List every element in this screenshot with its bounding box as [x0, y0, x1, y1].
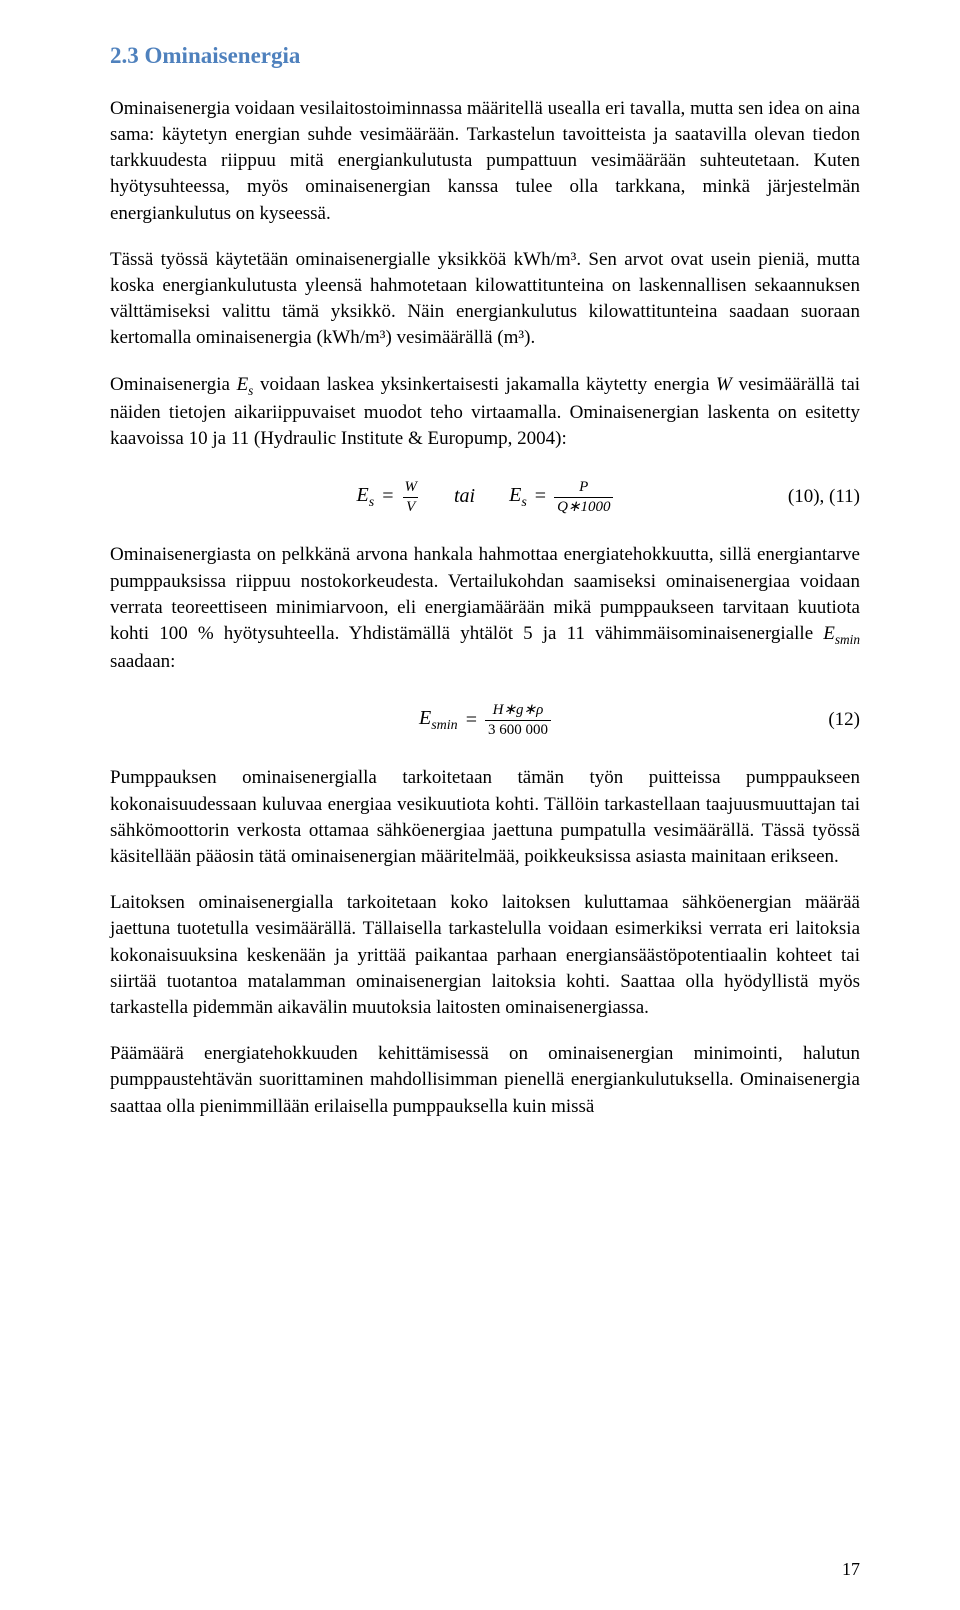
paragraph-3: Ominaisenergia Es voidaan laskea yksinke…: [110, 372, 860, 453]
eq2-eq: =: [466, 707, 477, 735]
p3-part-b: voidaan laskea yksinkertaisesti jakamall…: [260, 374, 709, 395]
eq1-tai: tai: [454, 483, 475, 511]
eq1-label: (10), (11): [788, 484, 860, 510]
eq1-sub1: s: [369, 495, 374, 510]
paragraph-2: Tässä työssä käytetään ominaisenergialle…: [110, 247, 860, 352]
page-number: 17: [842, 1557, 860, 1582]
paragraph-1: Ominaisenergia voidaan vesilaitostoiminn…: [110, 96, 860, 227]
eq1-frac2-num: P: [576, 479, 591, 497]
eq1-frac1-den: V: [403, 497, 418, 516]
eq2-label: (12): [828, 707, 860, 733]
eq1-eq1: =: [382, 483, 393, 511]
paragraph-6: Laitoksen ominaisenergialla tarkoitetaan…: [110, 890, 860, 1021]
paragraph-7: Päämäärä energiatehokkuuden kehittämises…: [110, 1041, 860, 1120]
eq1-lhs2: E: [509, 484, 521, 506]
eq1-lhs1: E: [357, 484, 369, 506]
p4-part-a: Ominaisenergiasta on pelkkänä arvona han…: [110, 544, 860, 644]
equation-10-11: Es = W V tai Es = P Q∗1000 (10), (11): [110, 472, 860, 522]
eq1-sub2: s: [521, 495, 526, 510]
eq2-lhs: E: [419, 707, 431, 729]
p4-part-b: saadaan:: [110, 651, 175, 672]
eq2-den: 3 600 000: [485, 720, 551, 739]
p3-part-a: Ominaisenergia: [110, 374, 230, 395]
eq2-sub: smin: [431, 718, 457, 733]
eq1-frac1-num: W: [401, 479, 420, 497]
eq1-eq2: =: [535, 483, 546, 511]
eq1-frac2-den: Q∗1000: [554, 497, 613, 516]
equation-12: Esmin = H∗g∗ρ 3 600 000 (12): [110, 695, 860, 745]
section-heading: 2.3 Ominaisenergia: [110, 40, 860, 72]
paragraph-4: Ominaisenergiasta on pelkkänä arvona han…: [110, 542, 860, 675]
paragraph-5: Pumppauksen ominaisenergialla tarkoiteta…: [110, 765, 860, 870]
eq2-num: H∗g∗ρ: [490, 702, 547, 720]
